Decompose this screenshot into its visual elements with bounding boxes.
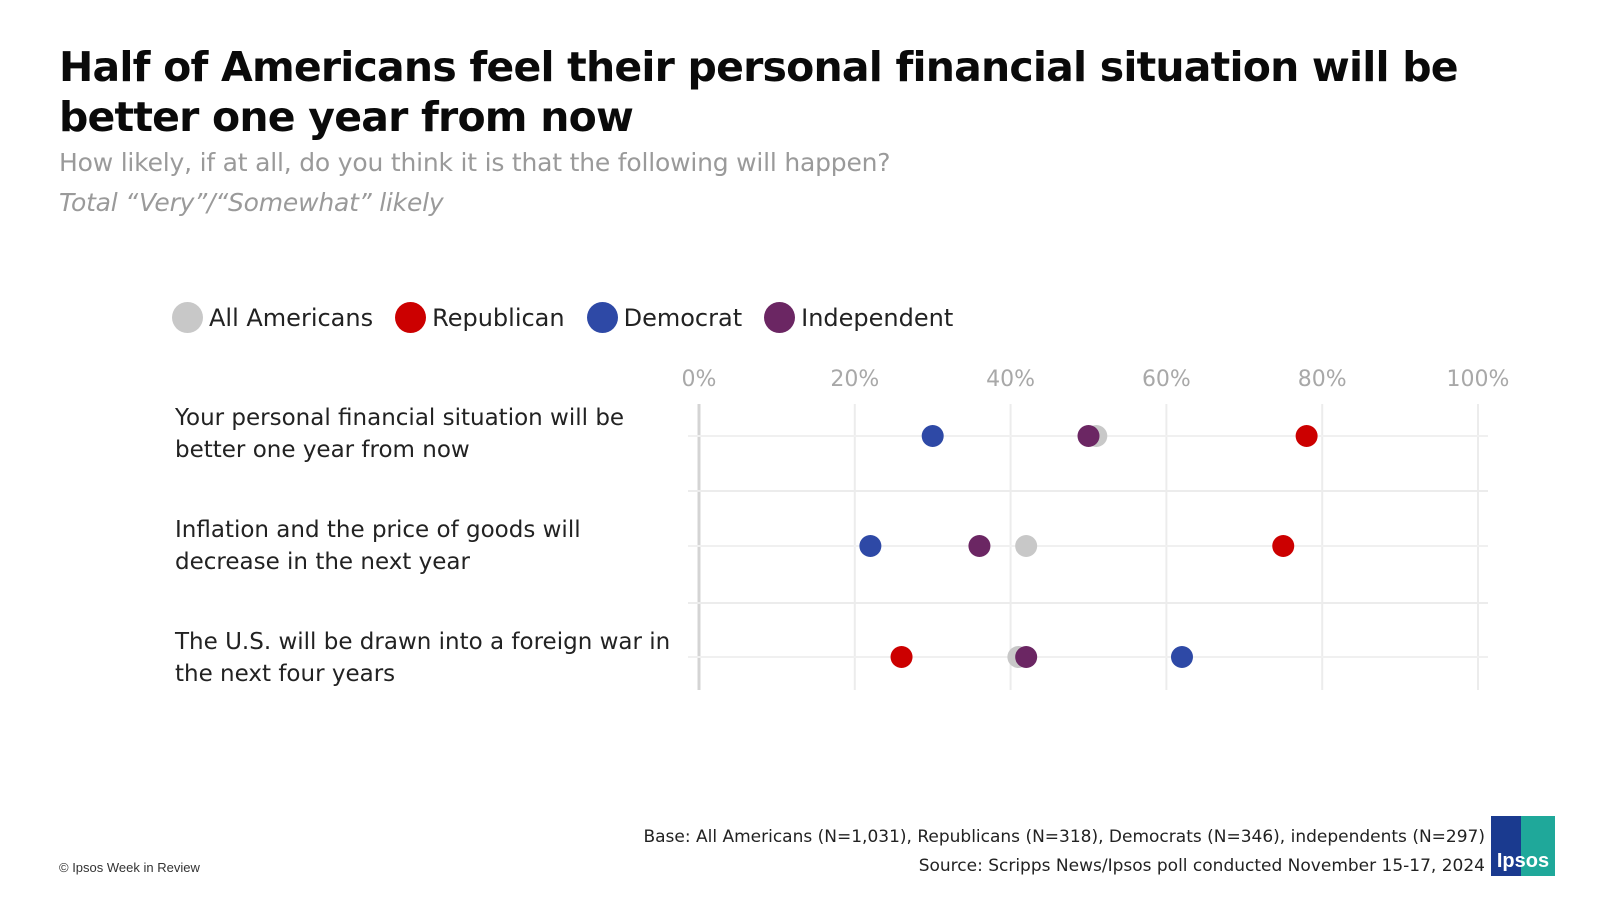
data-point-democrat [921, 425, 944, 447]
x-tick-label: 20% [830, 367, 879, 392]
row-label-foreign-war: The U.S. will be drawn into a foreign wa… [175, 629, 671, 687]
row-label-financial-situation: Your personal financial situation will b… [175, 405, 625, 463]
x-tick-label: 80% [1298, 367, 1347, 392]
data-point-republican [1272, 535, 1295, 557]
legend-item-independent: Independent [764, 302, 953, 333]
logo-text: Ipsos [1496, 850, 1550, 872]
legend-swatch-independent [764, 302, 796, 333]
x-tick-label: 100% [1447, 367, 1510, 392]
chart-legend: All Americans Republican Democrat Indepe… [172, 302, 975, 333]
x-tick-label: 60% [1142, 367, 1191, 392]
chart-subtitle: How likely, if at all, do you think it i… [59, 148, 891, 177]
row-label-inflation: Inflation and the price of goods will de… [175, 517, 581, 575]
legend-swatch-all-americans [172, 302, 203, 333]
data-point-independent [968, 535, 991, 557]
x-tick-label: 0% [682, 367, 717, 392]
copyright-text: © Ipsos Week in Review [59, 860, 200, 875]
x-tick-label: 40% [986, 367, 1035, 392]
legend-swatch-republican [395, 302, 427, 333]
data-point-independent [1015, 646, 1038, 668]
ipsos-logo: Ipsos [1491, 816, 1555, 876]
legend-item-democrat: Democrat [586, 302, 743, 333]
data-point-republican [890, 646, 913, 668]
footer-source: Source: Scripps News/Ipsos poll conducte… [918, 856, 1485, 876]
legend-label-independent: Independent [801, 303, 954, 332]
legend-label-republican: Republican [432, 303, 565, 332]
logo-accent [1521, 816, 1555, 876]
legend-swatch-democrat [586, 302, 618, 333]
data-point-democrat [859, 535, 882, 557]
legend-label-all-americans: All Americans [209, 303, 374, 332]
data-point-independent [1077, 425, 1100, 447]
data-point-democrat [1170, 646, 1193, 668]
data-point-republican [1295, 425, 1318, 447]
footer-base: Base: All Americans (N=1,031), Republica… [643, 827, 1485, 847]
data-point-all-americans [1015, 535, 1038, 557]
chart-title: Half of Americans feel their personal fi… [59, 43, 1459, 141]
legend-label-democrat: Democrat [623, 303, 743, 332]
legend-item-republican: Republican [395, 302, 565, 333]
chart-subtitle-note: Total “Very”/“Somewhat” likely [59, 188, 444, 217]
legend-item-all-americans: All Americans [172, 302, 373, 333]
